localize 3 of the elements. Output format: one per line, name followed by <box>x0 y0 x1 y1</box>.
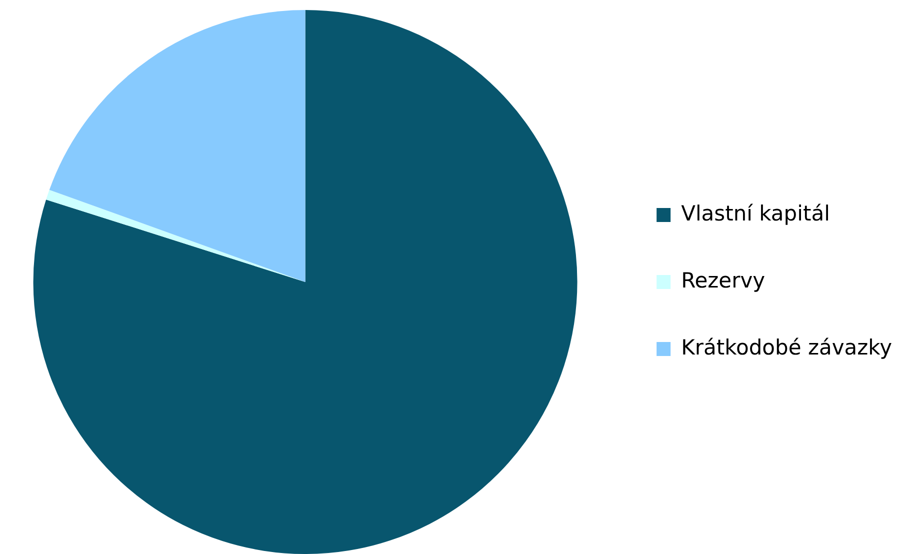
legend-label: Krátkodobé závazky <box>681 335 892 360</box>
legend-label: Vlastní kapitál <box>681 201 830 226</box>
legend-label: Rezervy <box>681 268 766 292</box>
